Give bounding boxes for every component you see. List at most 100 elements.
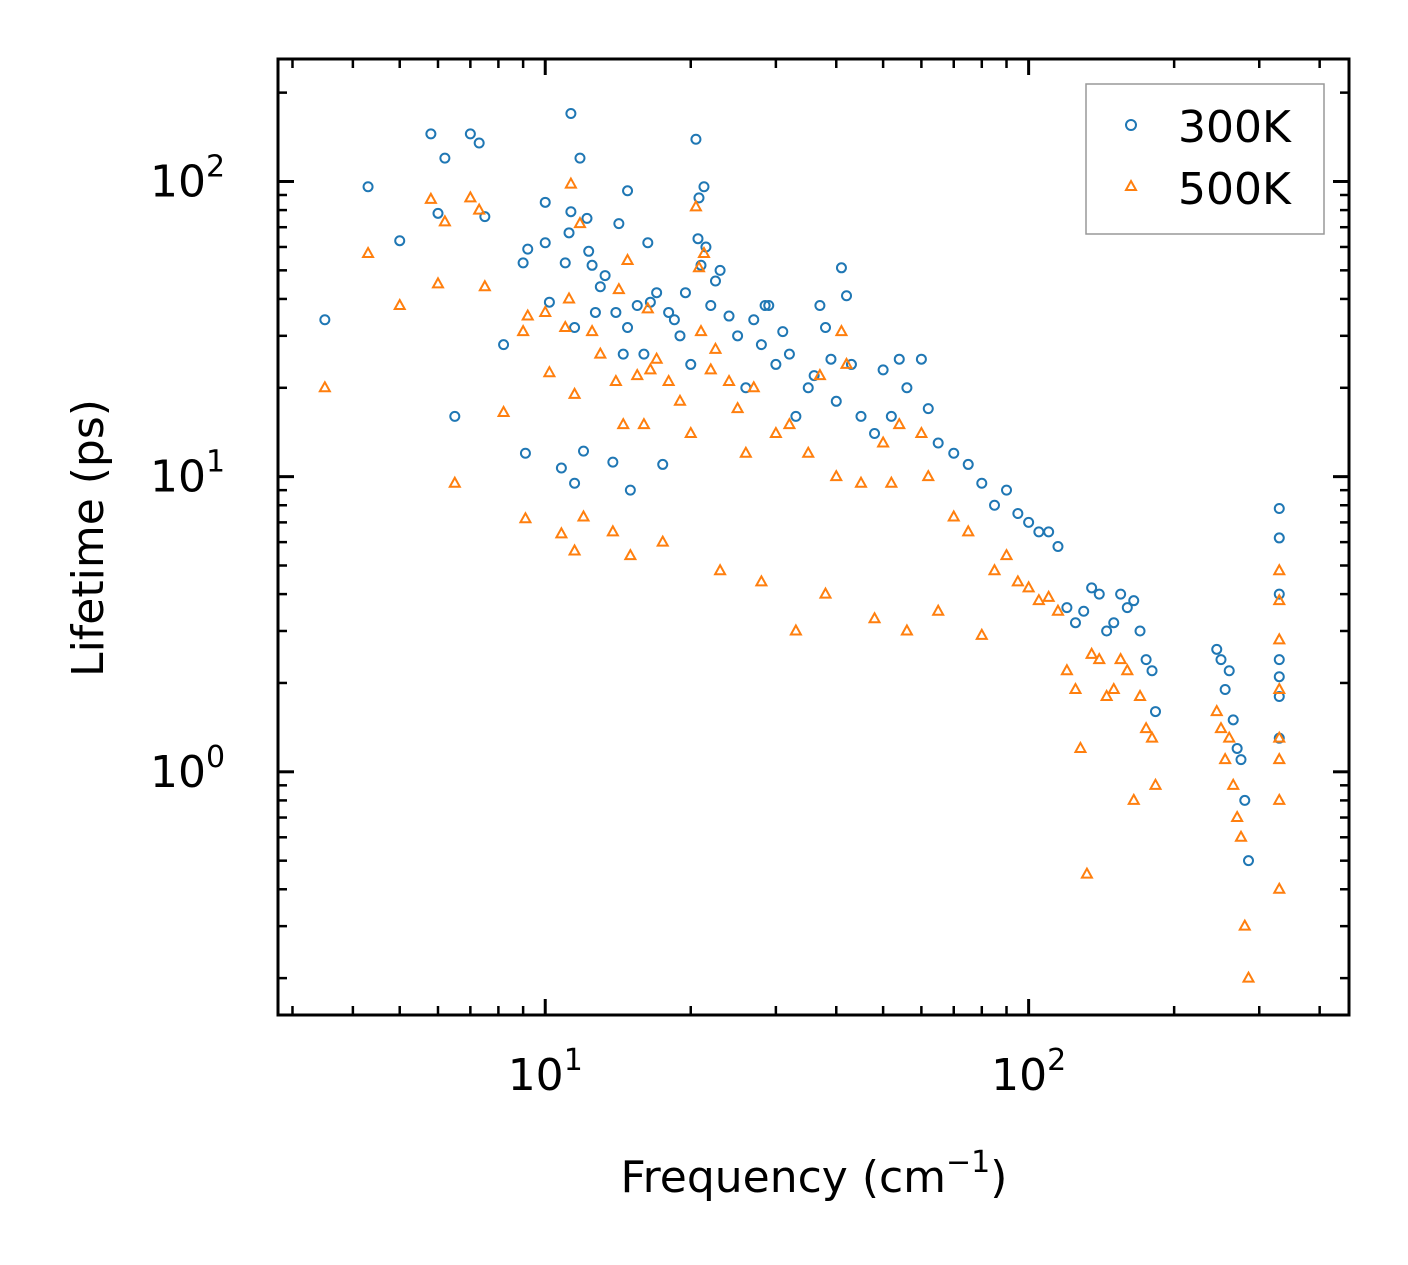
data-point-500k — [1092, 652, 1106, 665]
data-point-300k — [522, 243, 534, 255]
data-point-500k — [1080, 866, 1094, 879]
data-point-500k — [1234, 829, 1248, 842]
data-point-500k — [769, 425, 783, 439]
data-point-500k — [834, 324, 849, 337]
data-point-300k — [569, 477, 581, 489]
legend-marker-300k — [1125, 119, 1137, 131]
data-point-300k — [622, 322, 634, 334]
y-tick-label-base: 10 — [150, 452, 206, 503]
data-point-500k — [1041, 589, 1056, 602]
data-point-500k — [516, 324, 530, 337]
data-point-500k — [438, 214, 452, 227]
x-axis-label: Frequency (cm−1) — [621, 1145, 1008, 1203]
data-point-500k — [1051, 603, 1065, 616]
data-point-500k — [839, 356, 854, 369]
data-point-500k — [673, 393, 687, 406]
data-point-500k — [854, 475, 868, 488]
data-point-300k — [1078, 605, 1090, 617]
data-point-500k — [1272, 881, 1286, 894]
y-tick-label-exponent: 0 — [206, 740, 225, 775]
data-point-500k — [754, 574, 769, 587]
data-point-300k — [1086, 582, 1098, 594]
data-point-500k — [623, 548, 638, 561]
data-points — [318, 107, 1286, 983]
data-point-300k — [1146, 665, 1158, 677]
y-tick-label: 101 — [150, 445, 225, 503]
data-point-500k — [661, 373, 676, 387]
data-point-300k — [820, 322, 832, 334]
data-point-300k — [1273, 588, 1285, 600]
data-point-300k — [755, 339, 767, 351]
legend-label-300k: 300K — [1178, 102, 1292, 153]
data-point-300k — [539, 196, 551, 208]
data-point-500k — [1021, 580, 1036, 593]
data-point-500k — [1148, 777, 1163, 790]
data-point-300k — [709, 275, 721, 287]
data-point-500k — [1210, 704, 1224, 717]
data-point-300k — [1223, 665, 1235, 677]
x-tick-label: 101 — [508, 1043, 583, 1101]
data-point-300k — [594, 281, 606, 293]
data-point-300k — [679, 287, 691, 299]
data-point-300k — [962, 458, 974, 470]
data-point-500k — [567, 386, 582, 399]
data-point-300k — [693, 192, 705, 204]
data-point-300k — [586, 259, 598, 271]
data-point-300k — [714, 264, 726, 276]
legend-box — [1085, 83, 1325, 235]
data-point-500k — [1073, 740, 1088, 753]
data-point-300k — [565, 206, 577, 218]
data-point-500k — [1145, 730, 1159, 743]
data-point-500k — [876, 435, 890, 448]
data-point-500k — [576, 509, 591, 522]
data-point-500k — [562, 291, 576, 304]
data-point-500k — [1222, 730, 1236, 743]
data-point-300k — [555, 462, 567, 474]
data-point-500k — [448, 475, 462, 488]
data-point-500k — [789, 623, 803, 636]
data-point-300k — [617, 348, 629, 360]
x-axis-label-main: Frequency (cm — [621, 1152, 947, 1203]
data-point-500k — [558, 319, 572, 333]
data-point-300k — [663, 306, 675, 318]
data-point-300k — [869, 428, 881, 440]
data-point-300k — [1227, 714, 1239, 726]
data-point-300k — [1211, 643, 1223, 655]
data-point-300k — [559, 257, 571, 269]
data-point-500k — [1032, 593, 1046, 606]
data-point-300k — [1012, 508, 1024, 520]
data-point-300k — [893, 353, 905, 365]
data-point-500k — [961, 524, 975, 537]
data-point-300k — [976, 477, 988, 489]
data-point-300k — [1134, 625, 1146, 637]
data-point-500k — [656, 534, 670, 547]
data-point-500k — [892, 417, 906, 430]
data-point-500k — [829, 469, 843, 482]
data-point-300k — [1273, 654, 1285, 666]
data-point-500k — [730, 401, 745, 414]
data-point-500k — [573, 216, 587, 229]
data-point-500k — [1272, 563, 1286, 576]
data-point-300k — [1140, 654, 1152, 666]
plot-frame — [276, 57, 1351, 1017]
data-point-300k — [932, 437, 944, 449]
data-point-300k — [1052, 540, 1064, 552]
data-point-500k — [818, 586, 833, 599]
series-500k — [318, 176, 1286, 983]
data-point-500k — [739, 445, 753, 458]
data-point-300k — [690, 133, 702, 145]
data-point-300k — [1273, 502, 1285, 514]
data-point-300k — [759, 300, 771, 312]
data-point-300k — [989, 499, 1001, 511]
data-point-500k — [722, 373, 736, 387]
data-point-500k — [697, 245, 711, 259]
data-point-300k — [517, 257, 529, 269]
data-point-500k — [1272, 681, 1286, 695]
data-point-300k — [777, 326, 789, 338]
x-tick-label-exponent: 2 — [1047, 1043, 1066, 1078]
y-tick-label-base: 10 — [150, 156, 206, 207]
data-point-300k — [1149, 706, 1161, 718]
data-point-300k — [1215, 654, 1227, 666]
data-point-300k — [830, 395, 842, 407]
data-point-300k — [657, 458, 669, 470]
